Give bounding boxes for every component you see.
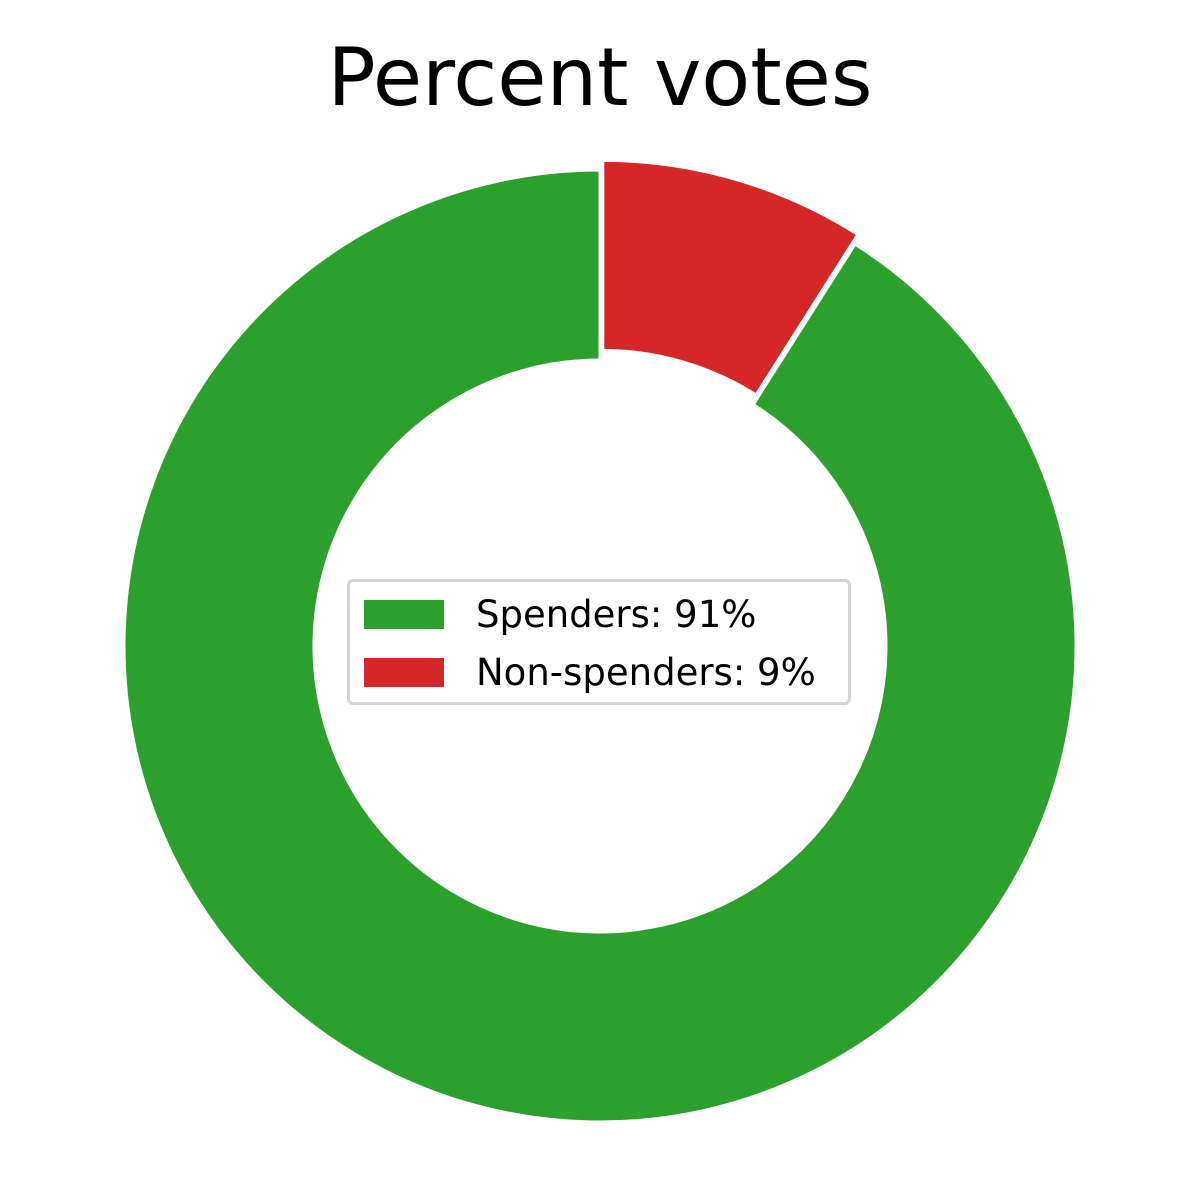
slice-spenders xyxy=(122,168,1078,1124)
slice-non-spenders xyxy=(601,158,860,397)
legend-entry-non-spenders: Non-spenders: 9% xyxy=(364,650,816,694)
chart-title: Percent votes xyxy=(327,31,873,124)
legend: Spenders: 91% Non-spenders: 9% xyxy=(347,579,851,705)
legend-swatch-spenders xyxy=(364,599,444,629)
legend-label-non-spenders: Non-spenders: 9% xyxy=(476,650,816,694)
legend-entry-spenders: Spenders: 91% xyxy=(364,592,757,636)
legend-swatch-non-spenders xyxy=(364,657,444,687)
legend-label-spenders: Spenders: 91% xyxy=(476,592,757,636)
